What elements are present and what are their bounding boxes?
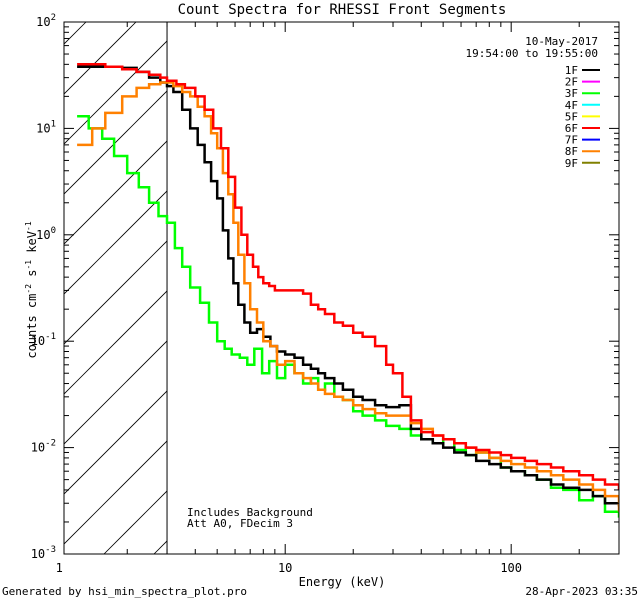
y-axis-title-exp: -1: [24, 260, 33, 270]
hatch-line: [64, 40, 168, 145]
hatch-line: [64, 440, 168, 545]
hatch-line: [64, 90, 168, 195]
legend-label-9F: 9F: [565, 157, 578, 170]
chart-title: Count Spectra for RHESSI Front Segments: [178, 2, 507, 18]
hatch-line: [64, 190, 168, 295]
y-axis-title-part: counts cm: [25, 294, 39, 359]
y-tick-label: 10-1: [31, 332, 56, 348]
legend-label-1F: 1F: [565, 64, 578, 77]
legend-label-2F: 2F: [565, 76, 578, 89]
y-axis-title-part: s: [25, 270, 39, 284]
y-tick-label: 10-2: [31, 439, 56, 455]
legend-time-range: 19:54:00 to 19:55:00: [466, 47, 598, 60]
series-1F-line: [77, 65, 619, 507]
footer-generator: Generated by hsi_min_spectra_plot.pro: [2, 585, 247, 598]
hatch-line: [64, 240, 168, 345]
legend-label-5F: 5F: [565, 110, 578, 123]
y-tick-label: 102: [36, 13, 56, 29]
hatch-lines: [64, 22, 168, 554]
y-tick-label: 10-3: [31, 545, 56, 561]
axes-layer: 1 10 100 102 101 100 10-1 10-2 10-3: [31, 13, 620, 575]
legend-label-7F: 7F: [565, 134, 578, 147]
legend-label-6F: 6F: [565, 122, 578, 135]
series-layer: [77, 63, 619, 518]
legend-label-3F: 3F: [565, 87, 578, 100]
x-tick-label: 1: [56, 561, 63, 575]
x-axis-title: Energy (keV): [299, 575, 386, 589]
x-tick-label: 10: [278, 561, 292, 575]
x-tick-label: 100: [500, 561, 522, 575]
plot-frame: [63, 21, 620, 555]
y-axis-title: counts cm-2 s-1 keV-1: [24, 221, 39, 358]
y-tick-label: 100: [36, 226, 56, 242]
hatch-line: [64, 22, 87, 45]
legend-date: 10-May-2017: [525, 35, 598, 48]
y-axis-title-exp: -1: [24, 221, 33, 231]
hatch-line: [64, 290, 168, 395]
y-axis-title-exp: -2: [24, 284, 33, 294]
legend: 10-May-2017 19:54:00 to 19:55:00 1F2F3F4…: [466, 35, 600, 170]
annotation-attenuator: Att A0, FDecim 3: [187, 517, 293, 530]
footer-timestamp: 28-Apr-2023 03:35: [525, 585, 638, 598]
hatch-line: [64, 140, 168, 245]
attenuated-region-hatch: [64, 22, 168, 554]
series-8F-line: [77, 81, 619, 512]
y-axis-title-part: keV: [25, 231, 39, 260]
y-tick-label: 101: [36, 119, 56, 135]
series-3F-line: [77, 115, 619, 518]
hatch-line: [64, 340, 168, 445]
annotation-background: Includes Background: [187, 506, 313, 519]
legend-label-4F: 4F: [565, 99, 578, 112]
hatch-line: [64, 22, 137, 95]
legend-label-8F: 8F: [565, 145, 578, 158]
hatch-line: [64, 390, 168, 495]
series-6F-line: [77, 63, 619, 490]
